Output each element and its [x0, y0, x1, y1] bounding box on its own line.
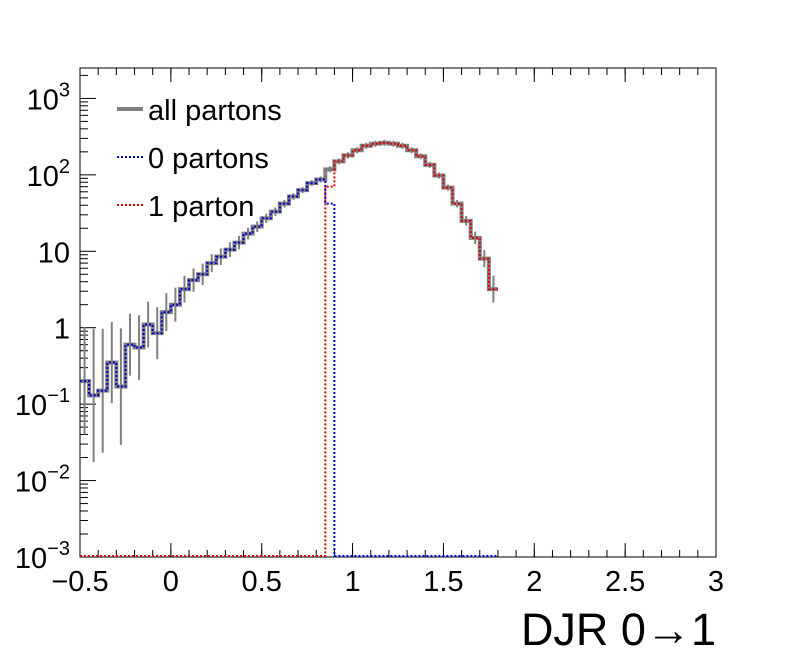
legend-label: 1 parton [148, 191, 254, 223]
legend-label: 0 partons [148, 143, 269, 175]
y-tick-label: 10−1 [15, 385, 70, 422]
series-group [80, 139, 498, 557]
axis-ticks [79, 68, 717, 558]
x-tick-label: −0.5 [51, 566, 108, 598]
y-tick-label: 10 [38, 237, 70, 269]
x-tick-label: 1 [345, 566, 361, 598]
x-tick-label: 2.5 [605, 566, 645, 598]
x-tick-labels: −0.5 0 0.5 1 1.5 2 2.5 3 [51, 566, 724, 598]
x-axis-title: DJR 0→1 [521, 604, 716, 655]
y-tick-labels: 10−3 10−2 10−1 1 10 102 103 [15, 79, 70, 575]
y-tick-label: 10−2 [15, 462, 70, 499]
legend: all partons 0 partons 1 parton [117, 95, 282, 223]
y-tick-label: 1 [54, 314, 70, 346]
series-line-0-partons [80, 178, 498, 557]
x-tick-label: 0 [163, 566, 179, 598]
x-tick-label: 1.5 [423, 566, 463, 598]
y-tick-label: 102 [27, 156, 70, 193]
y-tick-label: 10−3 [15, 538, 70, 575]
legend-label: all partons [148, 95, 282, 127]
series-line-1-parton [80, 141, 498, 557]
x-tick-label: 0.5 [242, 566, 282, 598]
x-tick-label: 3 [708, 566, 724, 598]
series-line-all-partons [80, 140, 498, 398]
y-tick-label: 103 [27, 79, 70, 116]
plot-frame [79, 67, 717, 558]
x-tick-label: 2 [526, 566, 542, 598]
